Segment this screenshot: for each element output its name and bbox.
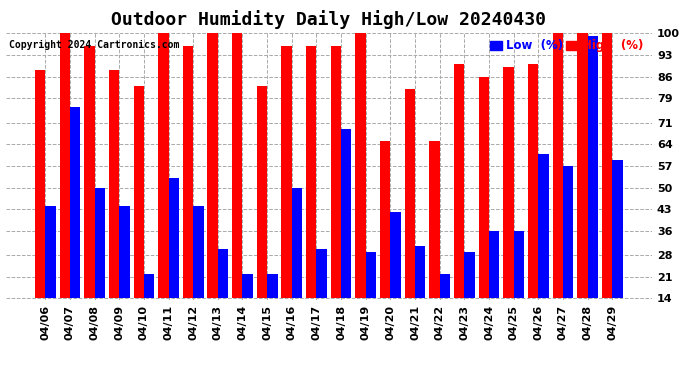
Bar: [46, 206, 56, 298]
Bar: [489, 231, 500, 298]
Bar: [578, 33, 588, 298]
Bar: [528, 64, 538, 298]
Bar: [503, 68, 513, 298]
Bar: [208, 33, 218, 298]
Bar: [588, 36, 598, 298]
Bar: [183, 46, 193, 298]
Bar: [538, 154, 549, 298]
Bar: [218, 249, 228, 298]
Title: Outdoor Humidity Daily High/Low 20240430: Outdoor Humidity Daily High/Low 20240430: [111, 10, 546, 29]
Bar: [119, 206, 130, 298]
Bar: [59, 33, 70, 298]
Bar: [415, 246, 426, 298]
Bar: [454, 64, 464, 298]
Bar: [380, 141, 391, 298]
Bar: [464, 252, 475, 298]
Bar: [602, 33, 612, 298]
Bar: [257, 86, 267, 298]
Bar: [168, 178, 179, 298]
Bar: [405, 89, 415, 298]
Bar: [84, 46, 95, 298]
Bar: [306, 46, 317, 298]
Bar: [109, 70, 119, 298]
Bar: [355, 33, 366, 298]
Bar: [70, 107, 80, 298]
Bar: [612, 160, 622, 298]
Bar: [391, 212, 401, 298]
Bar: [193, 206, 204, 298]
Bar: [563, 166, 573, 298]
Bar: [479, 76, 489, 298]
Bar: [366, 252, 376, 298]
Bar: [35, 70, 46, 298]
Bar: [232, 33, 242, 298]
Bar: [267, 274, 277, 298]
Bar: [158, 33, 168, 298]
Bar: [331, 46, 341, 298]
Bar: [242, 274, 253, 298]
Bar: [95, 188, 105, 298]
Bar: [292, 188, 302, 298]
Bar: [513, 231, 524, 298]
Text: Copyright 2024 Cartronics.com: Copyright 2024 Cartronics.com: [9, 40, 179, 50]
Bar: [282, 46, 292, 298]
Bar: [440, 274, 450, 298]
Bar: [429, 141, 440, 298]
Bar: [317, 249, 327, 298]
Legend: Low  (%), High  (%): Low (%), High (%): [490, 39, 643, 52]
Bar: [553, 33, 563, 298]
Bar: [134, 86, 144, 298]
Bar: [144, 274, 155, 298]
Bar: [341, 129, 351, 298]
